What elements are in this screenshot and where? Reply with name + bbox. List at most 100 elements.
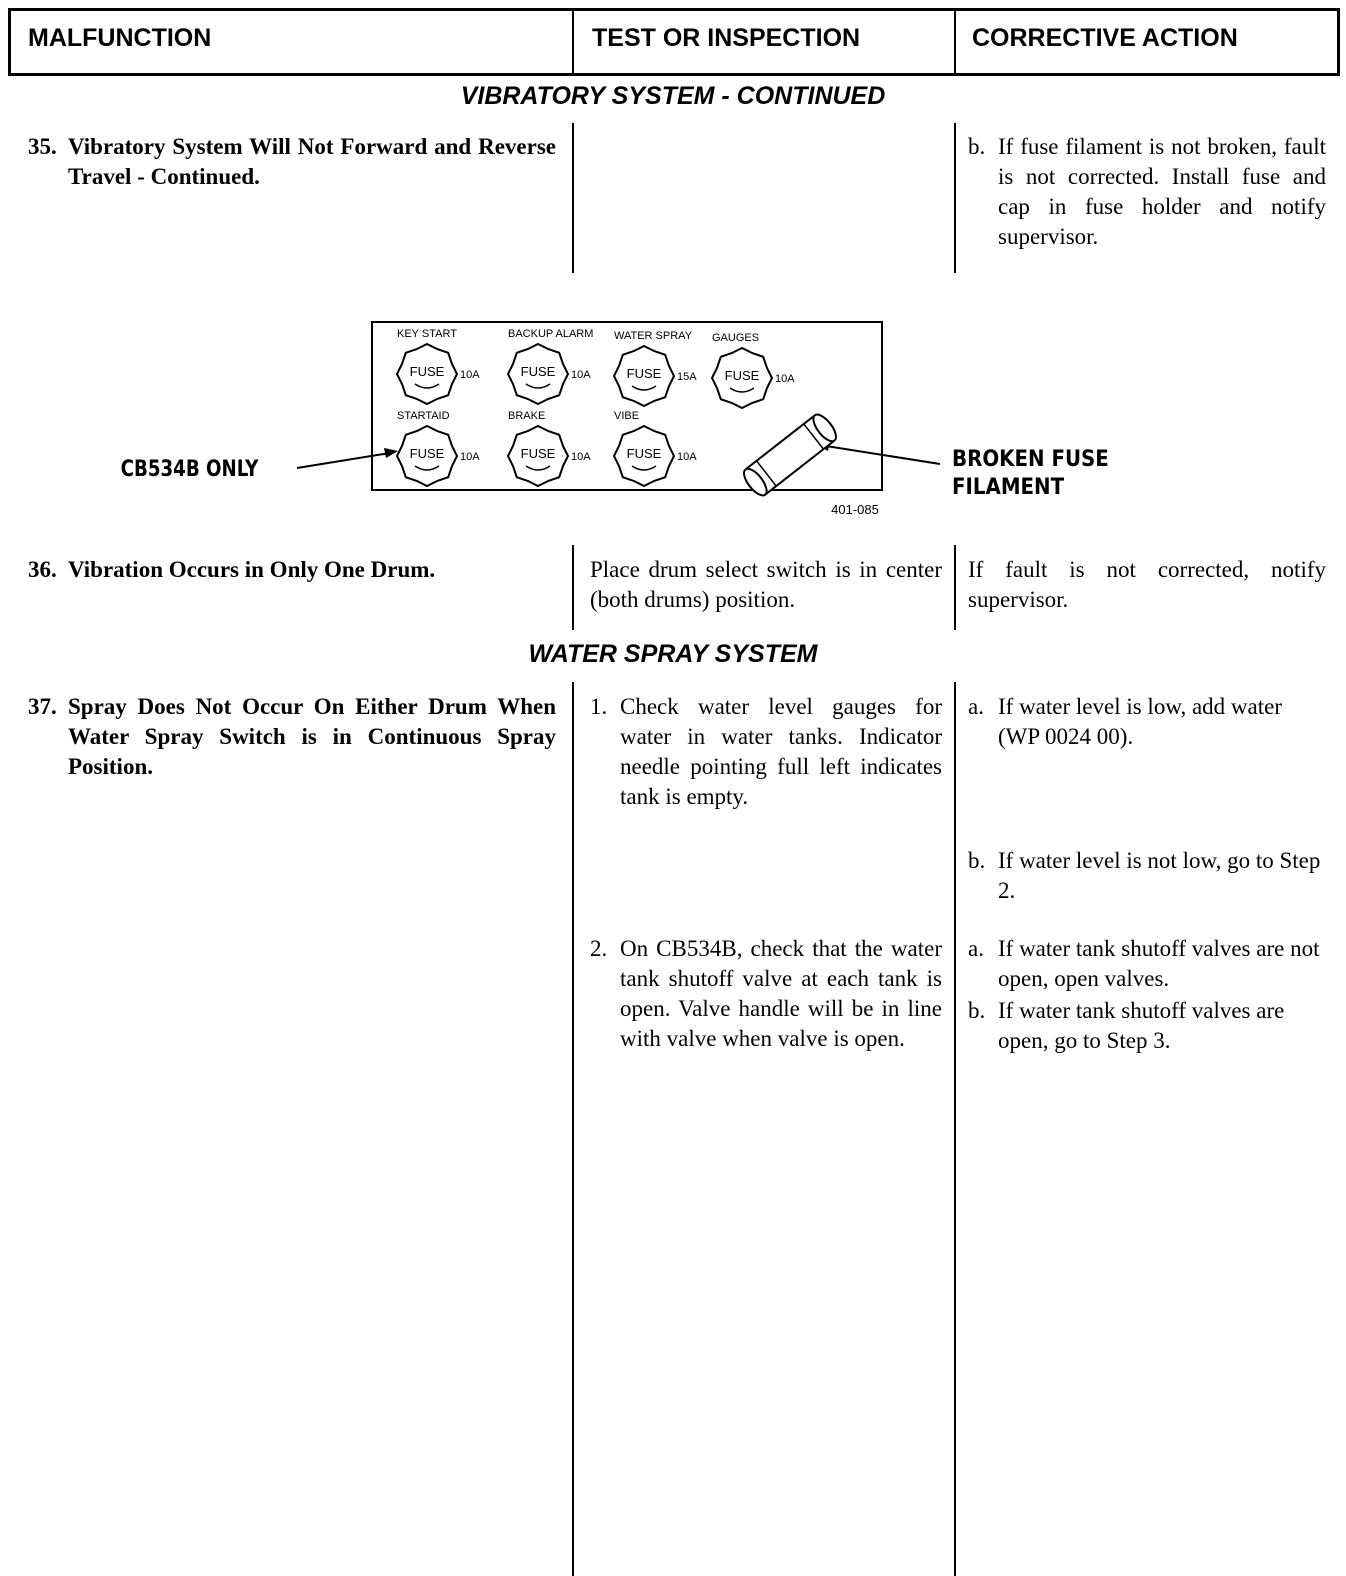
fuse-rating: 10A [677, 451, 697, 463]
step-number: 2. [590, 936, 608, 961]
fuse-label: BACKUP ALARM [508, 328, 593, 340]
action-text: If water level is low, add water (WP 002… [998, 694, 1282, 749]
fuse: FUSE KEY START 10A [395, 328, 480, 406]
action-text: If water level is not low, go to Step 2. [998, 848, 1321, 903]
action-letter: b. [968, 998, 986, 1023]
fuse-rating: 10A [460, 369, 480, 381]
fuse-text: FUSE [627, 366, 662, 381]
header-box [8, 8, 1340, 76]
malfunction-text: Vibration Occurs in Only One Drum. [68, 557, 436, 582]
malfunction-text: Vibratory System Will Not Forward and Re… [68, 134, 556, 189]
fuse-cap [506, 342, 570, 406]
section-title: VIBRATORY SYSTEM - CONTINUED [460, 82, 886, 110]
fuse-mark [525, 465, 551, 471]
malfunction: 37. Spray Does Not Occur On Either Drum W… [28, 692, 556, 782]
fuse-cap [612, 344, 676, 408]
action: b. If water level is not low, go to Step … [968, 846, 1326, 906]
test: 1. Check water level gauges for water in … [590, 692, 942, 812]
fuse: FUSE GAUGES 10A [710, 332, 795, 410]
arrow-line [825, 445, 941, 465]
fuse-panel-figure: 401-085 CB534B ONLY BROKEN FUSE FILAMENT… [121, 321, 1109, 517]
fuse-cap [612, 424, 676, 488]
action-letter: b. [968, 848, 986, 873]
fuse-rating: 10A [571, 369, 591, 381]
action-text: If fault is not corrected, notify superv… [968, 557, 1326, 612]
action-letter: b. [968, 134, 986, 159]
step-number: 1. [590, 694, 608, 719]
fuse-mark [631, 385, 657, 391]
fuse-cap [710, 346, 774, 410]
fuse-rating: 15A [677, 371, 697, 383]
fuse-cap [395, 342, 459, 406]
divider [954, 8, 956, 76]
fuse-label: KEY START [397, 328, 457, 340]
glass-fuse [743, 413, 837, 497]
item-number: 35. [28, 134, 57, 159]
action-letter: a. [968, 936, 984, 961]
fuse-rating: 10A [775, 373, 795, 385]
column-header: TEST OR INSPECTION [592, 24, 861, 52]
action: b. If water tank shutoff valves are open,… [968, 996, 1326, 1056]
action-text: If water tank shutoff valves are open, g… [998, 998, 1285, 1053]
divider [954, 682, 956, 1576]
action-letter: a. [968, 694, 984, 719]
fuse-mark [631, 465, 657, 471]
fuse-text: FUSE [627, 446, 662, 461]
action-text: If fuse filament is not broken, fault is… [998, 134, 1326, 249]
divider [954, 545, 956, 630]
item-number: 37. [28, 694, 57, 719]
fuse-text: FUSE [725, 368, 760, 383]
column-header: MALFUNCTION [28, 24, 212, 52]
test-text: Place drum select switch is in center (b… [590, 557, 942, 612]
fuse-mark [414, 465, 440, 471]
fuse-cap [395, 424, 459, 488]
action-text: If water tank shutoff valves are not ope… [998, 936, 1320, 991]
arrow-line [296, 452, 391, 469]
fuse-label: WATER SPRAY [614, 330, 693, 342]
divider [572, 8, 574, 76]
fuse-rating: 10A [571, 451, 591, 463]
fuse-label: STARTAID [397, 410, 450, 422]
test-text: Check water level gauges for water in wa… [620, 694, 942, 809]
action: a. If water level is low, add water (WP 0… [968, 692, 1326, 752]
fuse-text: FUSE [410, 364, 445, 379]
divider [572, 123, 574, 273]
test: 2. On CB534B, check that the water tank s… [590, 934, 942, 1054]
test-text: On CB534B, check that the water tank shu… [620, 936, 942, 1051]
divider [954, 123, 956, 273]
fuse-text: FUSE [410, 446, 445, 461]
fuse-mark [729, 387, 755, 393]
fuse: FUSE BRAKE 10A [506, 410, 591, 488]
malfunction-text: Spray Does Not Occur On Either Drum When… [68, 694, 556, 779]
fuse: FUSE BACKUP ALARM 10A [506, 328, 593, 406]
fuse: FUSE STARTAID 10A [395, 410, 480, 488]
fuse: FUSE WATER SPRAY 15A [612, 330, 697, 408]
fuse-label: VIBE [614, 410, 639, 422]
malfunction: 35. Vibratory System Will Not Forward and… [28, 132, 556, 192]
fuse-label: GAUGES [712, 332, 759, 344]
panel [371, 321, 883, 491]
action: If fault is not corrected, notify superv… [968, 555, 1326, 615]
action: b. If fuse filament is not broken, fault … [968, 132, 1326, 252]
callout: BROKEN FUSE [952, 447, 1109, 472]
fuse-mark [414, 383, 440, 389]
fuse-cap [506, 424, 570, 488]
section-title: WATER SPRAY SYSTEM [528, 640, 818, 668]
column-header: CORRECTIVE ACTION [972, 24, 1238, 52]
fuse-label: BRAKE [508, 410, 545, 422]
divider [572, 545, 574, 630]
fuse-rating: 10A [460, 451, 480, 463]
divider [572, 682, 574, 1576]
callout: FILAMENT [952, 475, 1065, 500]
arrow-head [384, 448, 398, 458]
action: a. If water tank shutoff valves are not o… [968, 934, 1326, 994]
test: Place drum select switch is in center (b… [590, 555, 942, 615]
fuse: FUSE VIBE 10A [612, 410, 697, 488]
callout: CB534B ONLY [121, 455, 259, 481]
malfunction: 36. Vibration Occurs in Only One Drum. [28, 555, 556, 585]
figure-id: 401-085 [831, 502, 879, 517]
item-number: 36. [28, 557, 57, 582]
fuse-text: FUSE [521, 446, 556, 461]
fuse-text: FUSE [521, 364, 556, 379]
